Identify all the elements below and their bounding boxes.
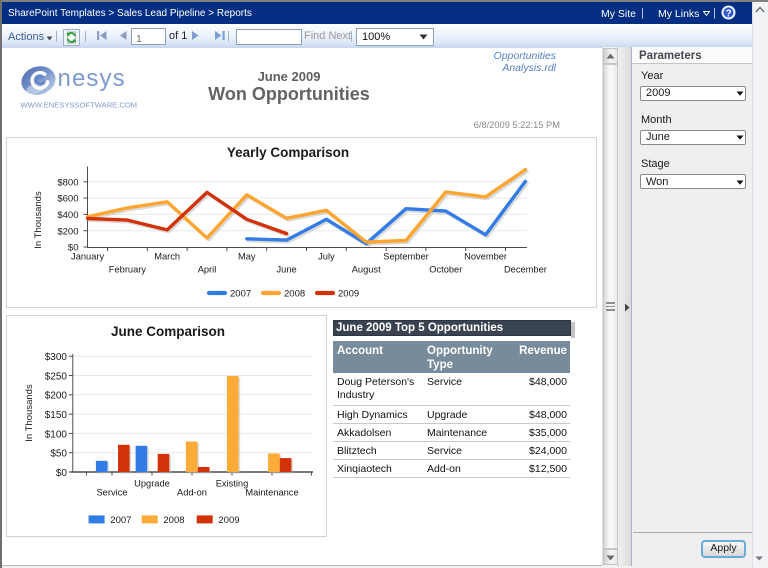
svg-text:$50: $50 <box>50 449 67 460</box>
svg-text:$200: $200 <box>45 391 68 402</box>
svg-text:$600: $600 <box>57 194 78 205</box>
svg-text:2008: 2008 <box>284 289 305 300</box>
svg-text:$400: $400 <box>57 210 78 221</box>
svg-text:$200: $200 <box>57 226 78 237</box>
svg-text:$800: $800 <box>57 177 78 188</box>
svg-text:Yearly Comparison: Yearly Comparison <box>227 145 349 160</box>
svg-text:Maintenance: Maintenance <box>245 488 298 498</box>
svg-text:June Comparison: June Comparison <box>111 324 225 339</box>
svg-text:June: June <box>277 265 297 275</box>
svg-text:July: July <box>318 252 335 262</box>
svg-text:Service: Service <box>96 488 127 498</box>
svg-text:2007: 2007 <box>110 515 131 526</box>
svg-text:$250: $250 <box>45 371 68 382</box>
svg-text:$0: $0 <box>68 243 79 254</box>
svg-text:December: December <box>504 265 547 275</box>
svg-text:WWW.ENESYSSOFTWARE.COM: WWW.ENESYSSOFTWARE.COM <box>21 101 138 110</box>
svg-text:January: January <box>71 252 104 262</box>
svg-text:May: May <box>238 252 256 262</box>
svg-text:September: September <box>383 252 428 262</box>
svg-text:February: February <box>109 265 147 275</box>
svg-text:In Thousands: In Thousands <box>33 191 44 249</box>
svg-text:Add-on: Add-on <box>177 488 207 498</box>
svg-text:2009: 2009 <box>218 515 239 526</box>
svg-text:2008: 2008 <box>163 515 184 526</box>
svg-text:November: November <box>464 252 507 262</box>
svg-text:In Thousands: In Thousands <box>24 384 35 442</box>
svg-text:August: August <box>352 265 381 275</box>
svg-text:$150: $150 <box>45 410 68 421</box>
svg-text:Existing: Existing <box>216 479 249 489</box>
svg-text:?: ? <box>725 8 731 19</box>
svg-text:$0: $0 <box>56 468 68 479</box>
svg-text:April: April <box>198 265 217 275</box>
svg-text:October: October <box>429 265 462 275</box>
svg-text:2007: 2007 <box>230 289 251 300</box>
svg-text:$100: $100 <box>45 429 68 440</box>
svg-text:2009: 2009 <box>338 289 359 300</box>
svg-text:nesys: nesys <box>58 65 126 92</box>
svg-text:$300: $300 <box>45 352 68 363</box>
svg-text:March: March <box>154 252 180 262</box>
svg-text:Upgrade: Upgrade <box>134 479 170 489</box>
